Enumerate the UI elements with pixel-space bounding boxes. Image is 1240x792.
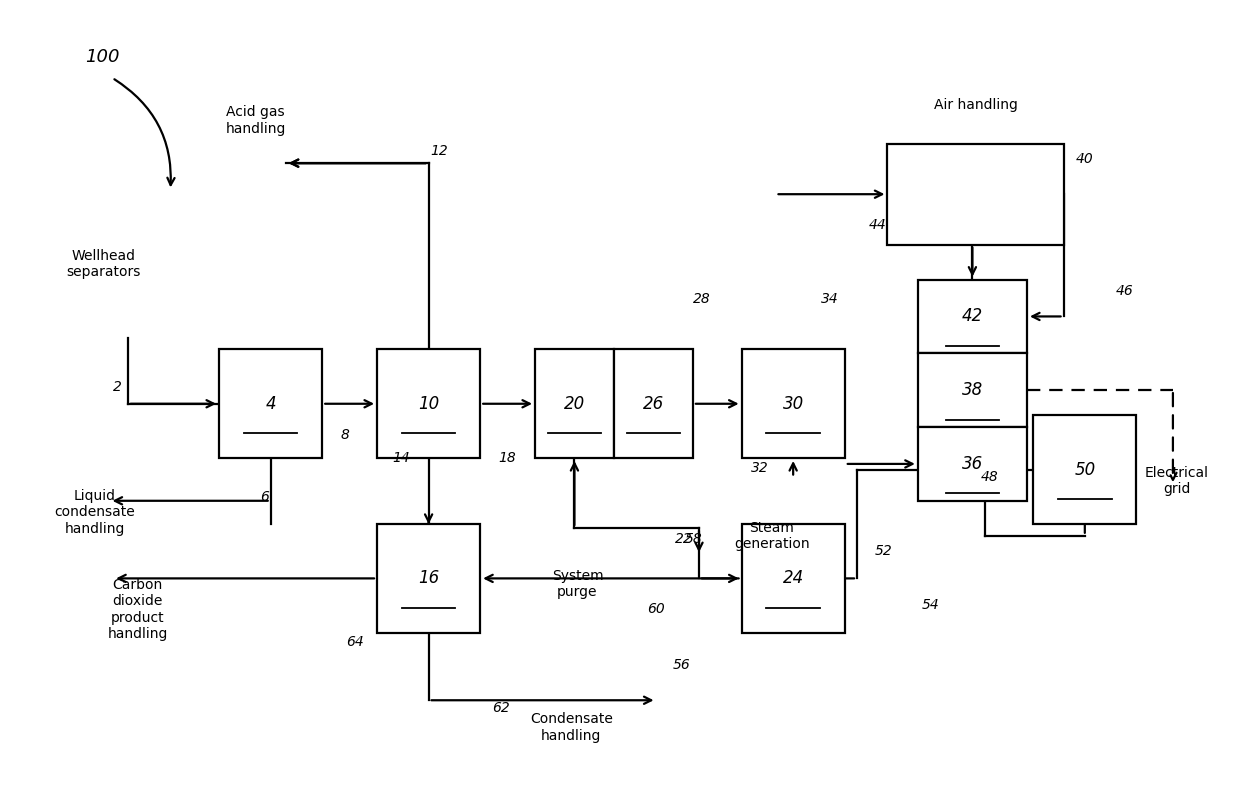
- Bar: [614, 349, 693, 458]
- Text: System
purge: System purge: [552, 569, 604, 599]
- Text: 60: 60: [647, 603, 665, 616]
- Bar: [1033, 415, 1136, 524]
- Text: 8: 8: [341, 428, 350, 442]
- Text: 34: 34: [821, 292, 838, 306]
- Bar: [219, 349, 322, 458]
- Text: 36: 36: [962, 455, 983, 473]
- Text: Wellhead
separators: Wellhead separators: [67, 249, 140, 279]
- Bar: [742, 524, 844, 633]
- Text: 50: 50: [1074, 461, 1095, 478]
- Text: 48: 48: [981, 470, 998, 485]
- Text: 12: 12: [430, 144, 448, 158]
- Text: 40: 40: [1075, 152, 1094, 166]
- Text: 46: 46: [1116, 284, 1133, 298]
- Text: 18: 18: [498, 451, 516, 465]
- Bar: [377, 349, 480, 458]
- Bar: [918, 280, 1027, 353]
- Text: 44: 44: [869, 218, 887, 232]
- Text: 20: 20: [564, 394, 585, 413]
- Text: Acid gas
handling: Acid gas handling: [226, 105, 285, 135]
- Text: Electrical
grid: Electrical grid: [1145, 466, 1209, 497]
- Text: 56: 56: [672, 658, 689, 672]
- Text: 24: 24: [782, 569, 804, 588]
- Text: 58: 58: [684, 532, 702, 546]
- Text: 28: 28: [693, 292, 711, 306]
- Text: Steam
generation: Steam generation: [734, 520, 810, 550]
- Text: Carbon
dioxide
product
handling: Carbon dioxide product handling: [108, 578, 167, 641]
- Text: 42: 42: [962, 307, 983, 326]
- Bar: [888, 144, 1064, 245]
- Text: 32: 32: [751, 461, 769, 475]
- Bar: [534, 349, 614, 458]
- Text: 16: 16: [418, 569, 439, 588]
- Bar: [742, 349, 844, 458]
- Text: Liquid
condensate
handling: Liquid condensate handling: [55, 489, 135, 535]
- Text: 10: 10: [418, 394, 439, 413]
- Text: 22: 22: [675, 532, 692, 546]
- Text: 52: 52: [875, 544, 893, 558]
- Bar: [377, 524, 480, 633]
- Text: 54: 54: [921, 599, 939, 612]
- Text: 26: 26: [642, 394, 665, 413]
- Bar: [918, 427, 1027, 501]
- Text: 38: 38: [962, 381, 983, 399]
- Text: 100: 100: [86, 48, 120, 67]
- Text: 62: 62: [492, 701, 510, 715]
- Text: Air handling: Air handling: [934, 98, 1018, 112]
- Text: 14: 14: [393, 451, 410, 465]
- Text: 64: 64: [346, 635, 365, 649]
- Text: 30: 30: [782, 394, 804, 413]
- Text: 2: 2: [113, 379, 122, 394]
- Text: 6: 6: [260, 489, 269, 504]
- Bar: [918, 353, 1027, 427]
- Text: 4: 4: [265, 394, 277, 413]
- Text: Condensate
handling: Condensate handling: [529, 712, 613, 743]
